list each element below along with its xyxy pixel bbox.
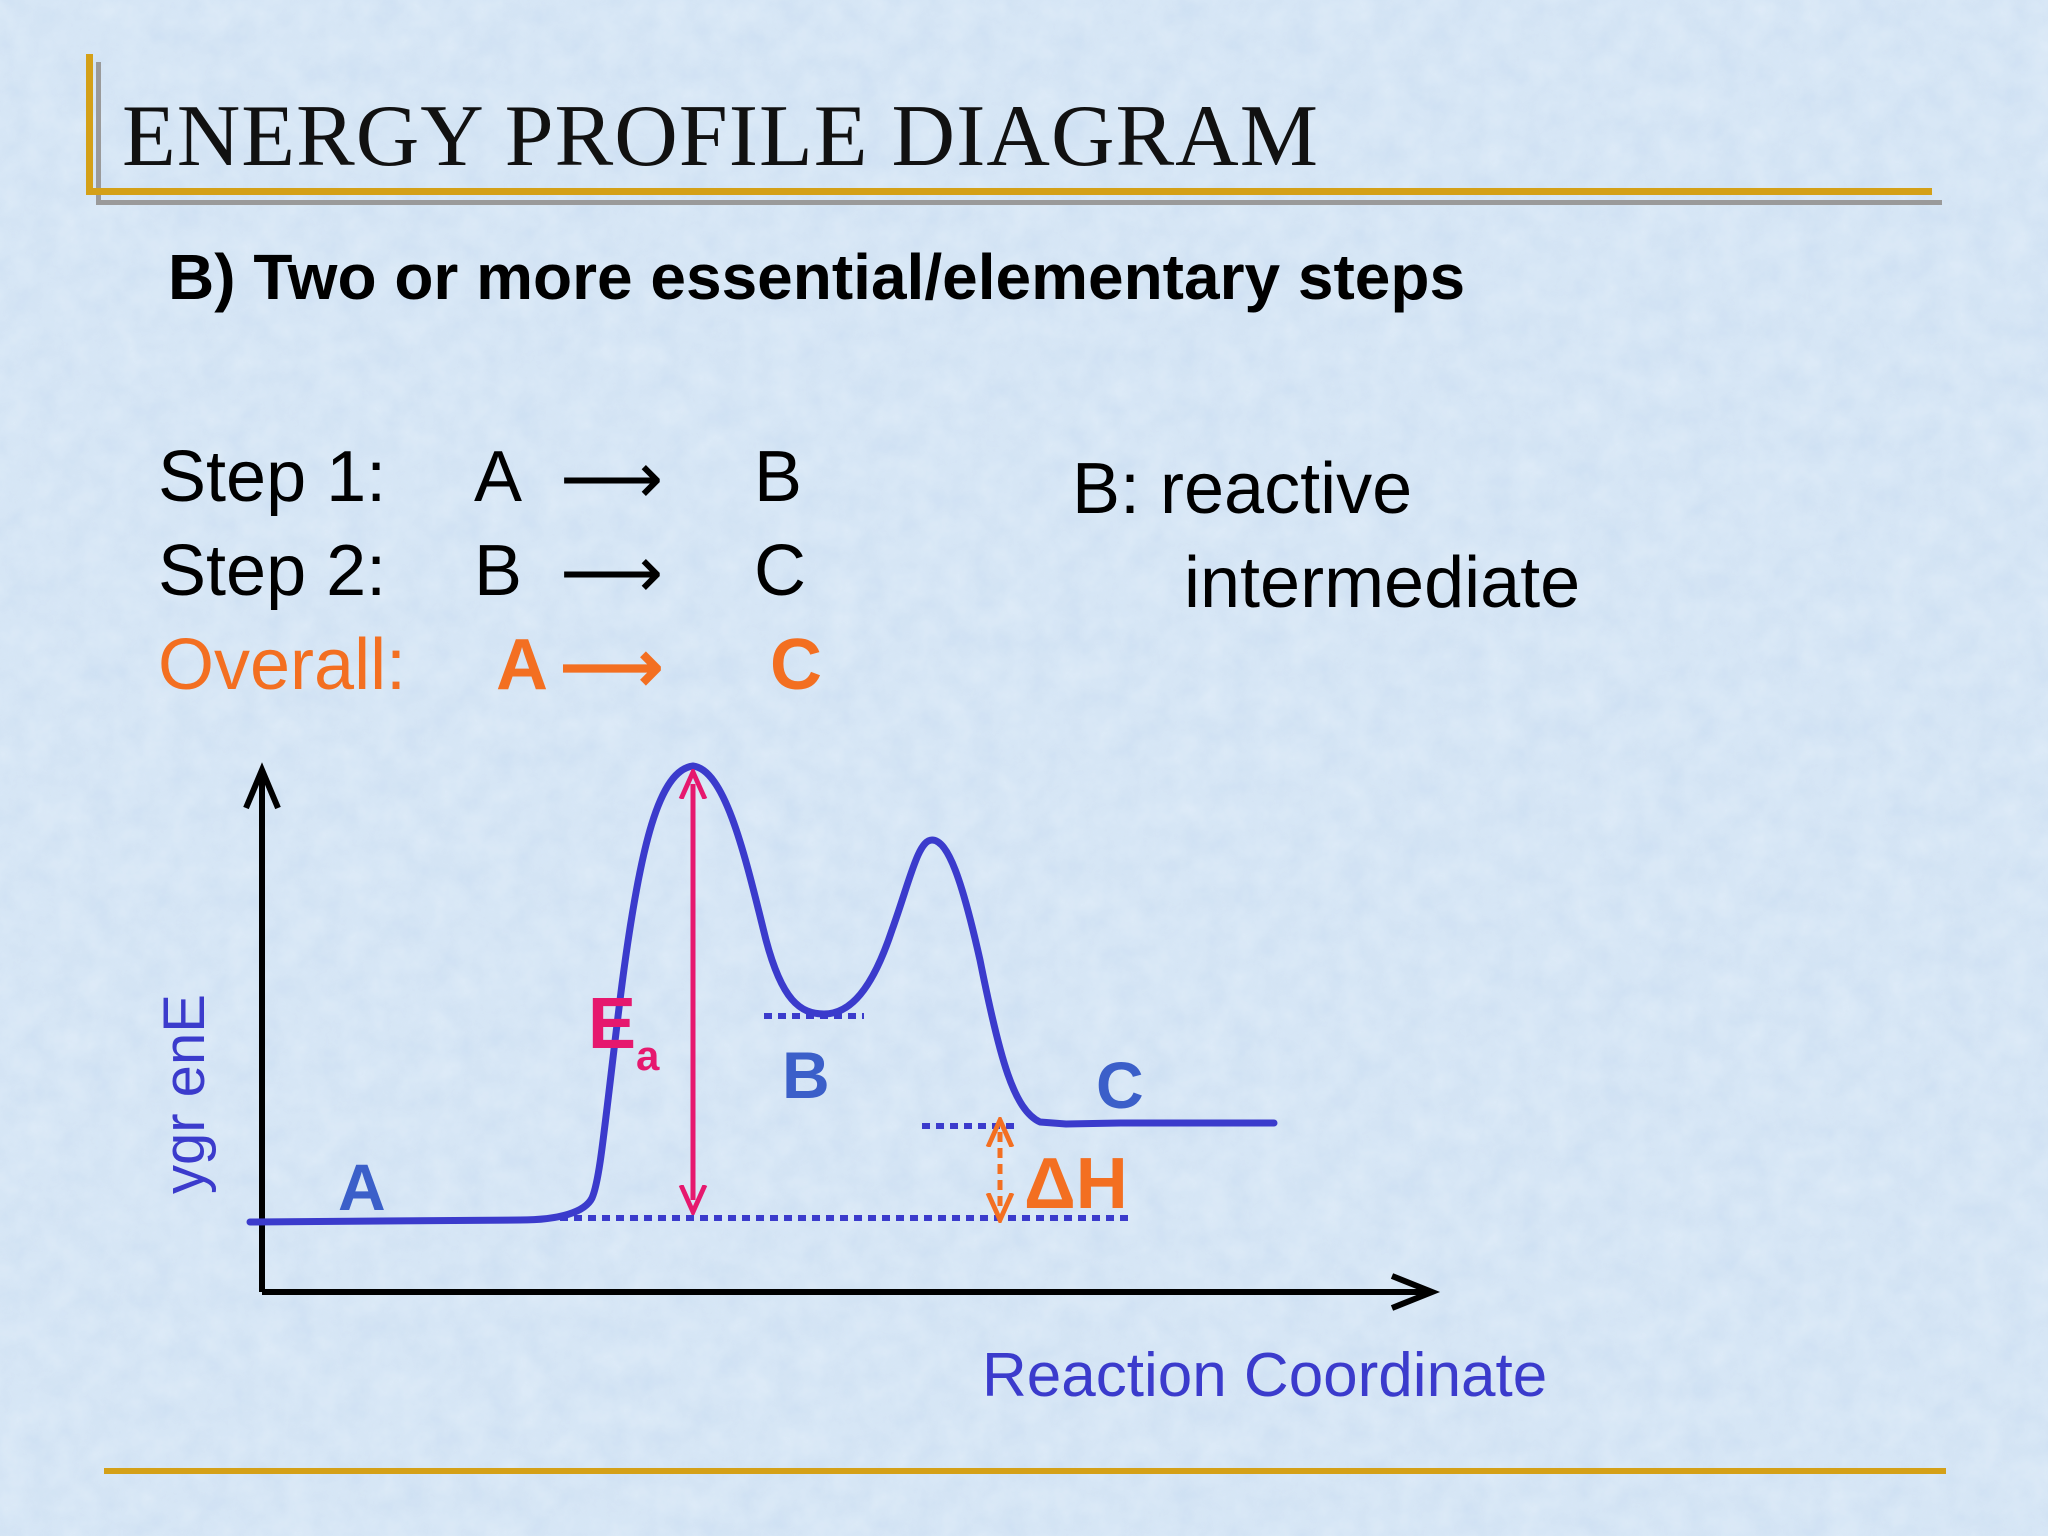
overall-product: C xyxy=(770,625,822,705)
y-axis-arrowhead xyxy=(243,762,281,810)
step-1-label: Step 1: xyxy=(158,437,387,517)
step-2-arrow: ⟶ xyxy=(560,533,664,613)
step-2-product: C xyxy=(754,531,806,611)
activation-energy-subscript: a xyxy=(636,1032,660,1079)
y-axis-label: ygr enE xyxy=(152,994,217,1194)
activation-energy-label: Ea xyxy=(588,984,660,1079)
x-axis-arrowhead xyxy=(1390,1273,1441,1311)
title-decoration xyxy=(86,54,1942,205)
step-1-reactant: A xyxy=(474,437,523,517)
x-axis-label: Reaction Coordinate xyxy=(982,1341,1547,1410)
slide-title: ENERGY PROFILE DIAGRAM xyxy=(122,88,1319,185)
species-label-b: B xyxy=(782,1038,830,1112)
species-label-a: A xyxy=(338,1150,386,1224)
intermediate-note-line2: intermediate xyxy=(1184,543,1581,623)
step-2-reactant: B xyxy=(474,531,523,611)
species-label-c: C xyxy=(1096,1048,1144,1122)
energy-curve xyxy=(246,762,1278,1226)
step-1-arrow: ⟶ xyxy=(560,439,664,519)
footer-divider xyxy=(104,1468,1946,1474)
enthalpy-change-label: ΔH xyxy=(1024,1144,1128,1224)
overall-arrow: ⟶ xyxy=(560,627,664,707)
overall-label: Overall: xyxy=(158,625,407,705)
intermediate-note-line1: B: reactive xyxy=(1072,449,1413,529)
overall-reactant: A xyxy=(496,625,548,705)
activation-energy-symbol: E xyxy=(588,984,636,1064)
slide-subtitle: B) Two or more essential/elementary step… xyxy=(168,241,1466,313)
step-1-product: B xyxy=(754,437,803,517)
step-2-label: Step 2: xyxy=(158,531,387,611)
